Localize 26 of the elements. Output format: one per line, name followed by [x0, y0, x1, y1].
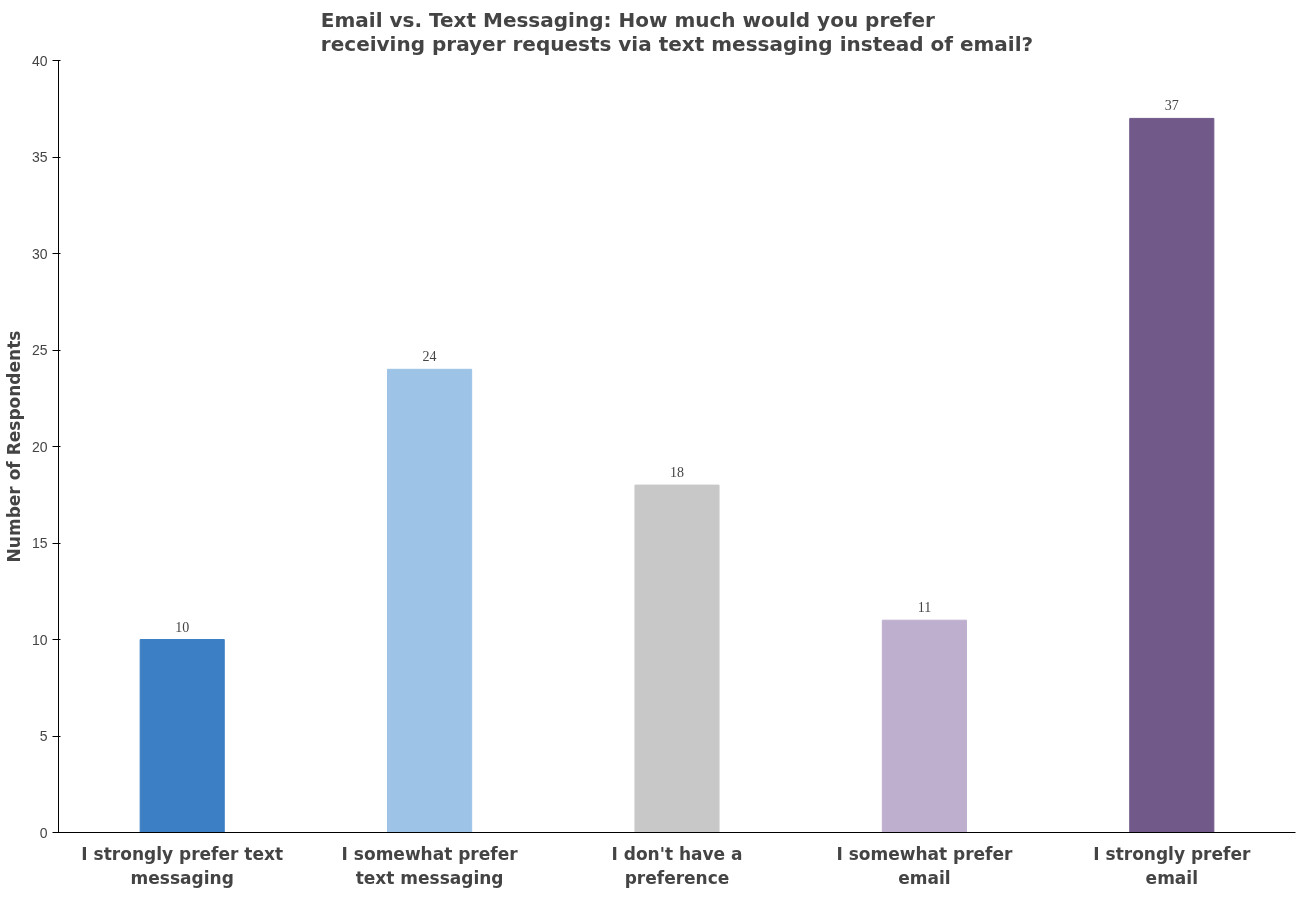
y-tick-label: 25 [31, 342, 48, 358]
x-tick-label: I somewhat prefer text messaging [341, 843, 519, 888]
y-tick-label: 20 [31, 438, 48, 455]
y-tick-label: 40 [31, 52, 48, 69]
bar [881, 619, 967, 833]
data-label: 10 [175, 619, 190, 635]
y-tick-label: 5 [39, 728, 48, 744]
y-tick-label: 0 [39, 824, 48, 841]
y-axis-title: Number of Respondents [3, 330, 24, 563]
y-tick-label: 15 [31, 535, 48, 551]
chart-title: Email vs. Text Messaging: How much would you prefer receiving prayer requests via text messaging instead of email? [320, 7, 1034, 56]
x-tick-label: I strongly prefer text messaging [81, 843, 284, 888]
bar [387, 368, 473, 833]
y-tick-label: 10 [31, 631, 48, 648]
x-tick-label: I strongly prefer email [1093, 843, 1251, 888]
bar [1129, 117, 1215, 833]
x-tick-label: I don't have a preference [611, 843, 743, 888]
bar [634, 484, 720, 833]
data-label: 11 [917, 600, 932, 616]
x-tick-label: I somewhat prefer email [836, 843, 1014, 888]
y-tick-label: 35 [31, 149, 48, 165]
data-label: 18 [670, 465, 684, 481]
bar [139, 639, 225, 833]
data-label: 37 [1164, 98, 1179, 114]
y-tick-label: 30 [31, 245, 48, 262]
data-label: 24 [422, 349, 437, 365]
